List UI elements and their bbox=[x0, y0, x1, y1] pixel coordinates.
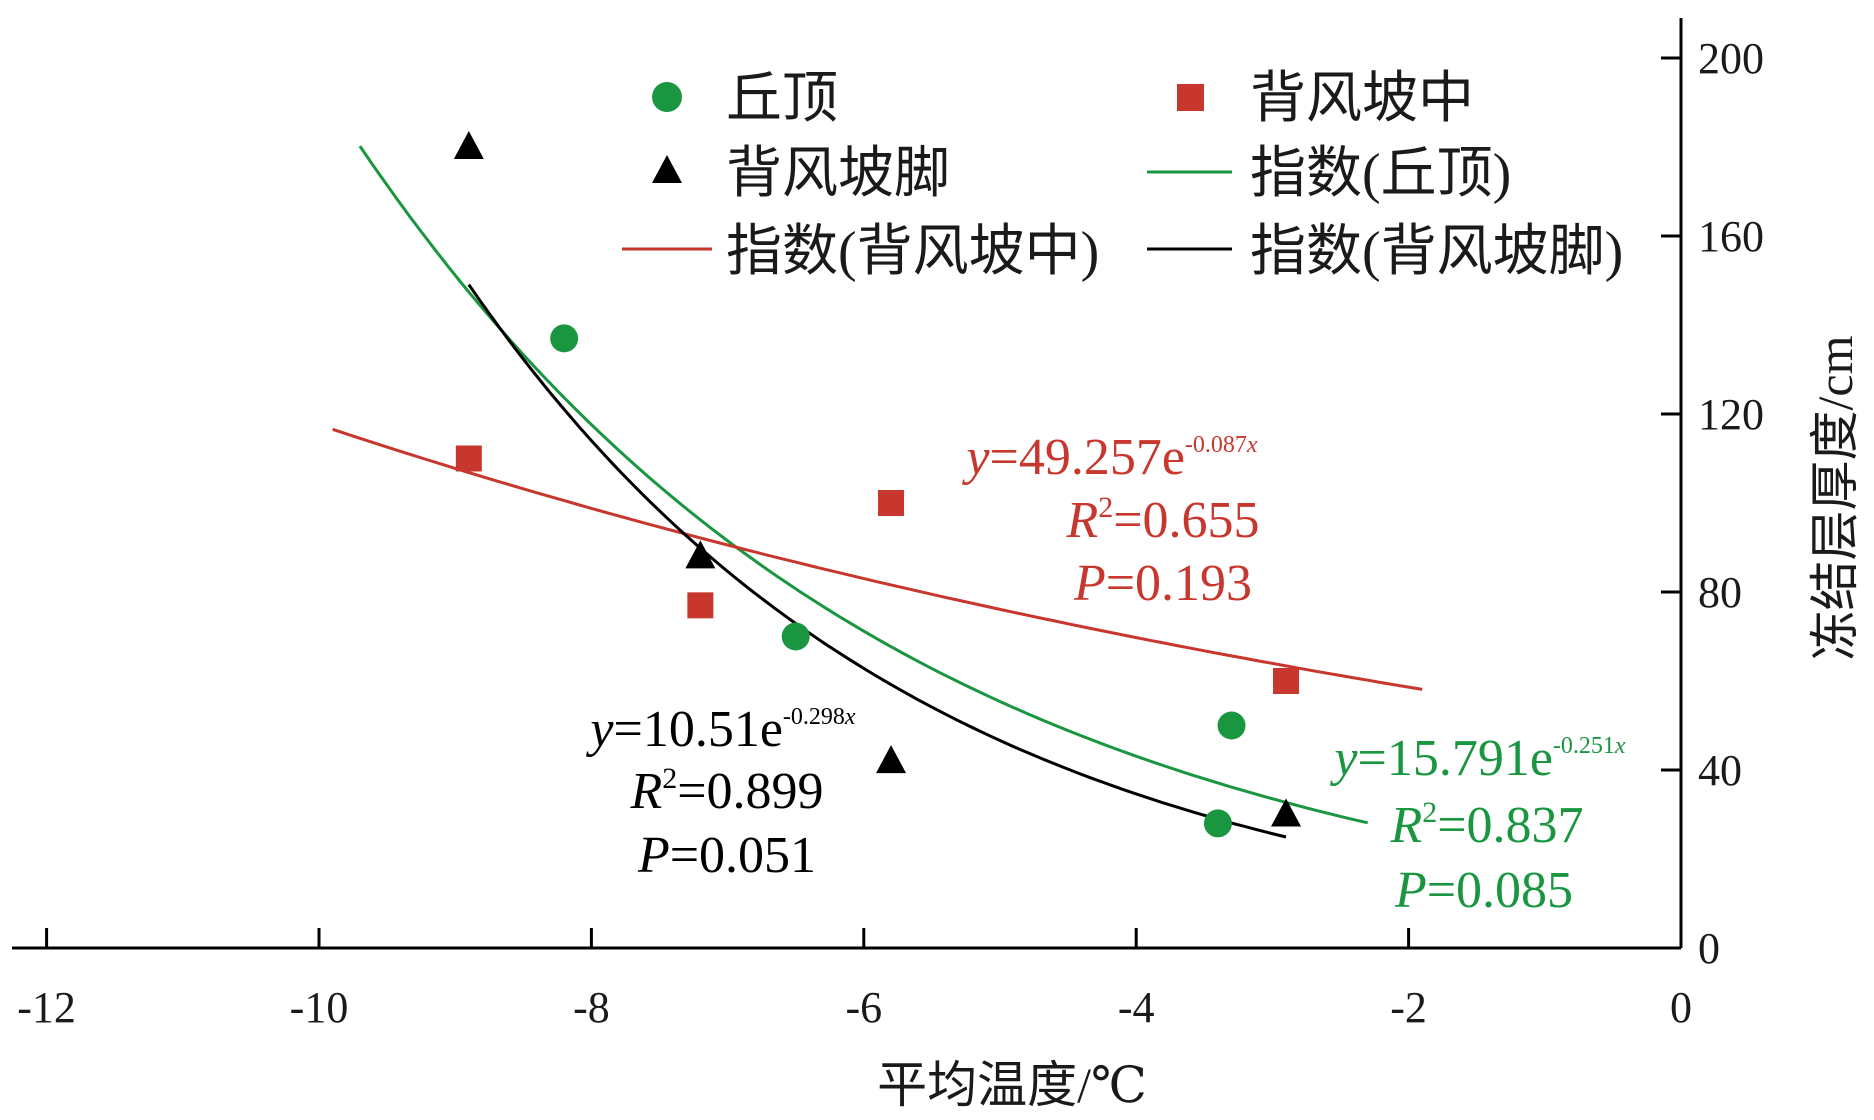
x-tick-label: -4 bbox=[1118, 983, 1155, 1032]
axes: -12 -10 -8 -6 -4 -2 0 0 40 80 120 160 200 bbox=[12, 18, 1764, 1032]
x-tick-label: -6 bbox=[845, 983, 882, 1032]
point-leeward-foot bbox=[1271, 798, 1302, 827]
trendline-leeward-foot bbox=[467, 283, 1287, 839]
legend-label-trend-leeward-mid: 指数(背风坡中) bbox=[726, 221, 1099, 283]
x-ticks: -12 -10 -8 -6 -4 -2 0 bbox=[17, 928, 1692, 1032]
point-hilltop bbox=[550, 324, 579, 353]
y-tick-label: 120 bbox=[1698, 390, 1764, 439]
legend-symbol-hilltop bbox=[652, 82, 682, 112]
x-tick-label: -10 bbox=[290, 983, 349, 1032]
legend-label-hilltop: 丘顶 bbox=[726, 68, 838, 130]
legend-label-trend-hilltop: 指数(丘顶) bbox=[1250, 143, 1511, 205]
annotation-leeward-mid: y=49.257e-0.087x R2=0.655 P=0.193 bbox=[961, 429, 1259, 612]
equation-hilltop: y=15.791e-0.251x bbox=[1329, 730, 1626, 787]
legend-label-leeward-foot: 背风坡脚 bbox=[726, 143, 950, 205]
point-hilltop bbox=[781, 622, 810, 651]
legend: 丘顶 背风坡中 背风坡脚 指数(丘顶) 指数(背风坡中) 指数(背风坡脚) bbox=[622, 68, 1623, 283]
r2-leeward-foot: R2=0.899 bbox=[629, 762, 823, 820]
point-hilltop bbox=[1203, 809, 1232, 838]
r2-leeward-mid: R2=0.655 bbox=[1065, 491, 1259, 549]
legend-symbol-leeward-foot bbox=[652, 155, 682, 183]
annotation-hilltop: y=15.791e-0.251x R2=0.837 P=0.085 bbox=[1329, 730, 1626, 919]
y-tick-label: 200 bbox=[1698, 34, 1764, 83]
point-leeward-mid bbox=[455, 445, 482, 472]
legend-label-leeward-mid: 背风坡中 bbox=[1250, 68, 1474, 130]
scatter-points bbox=[453, 131, 1302, 838]
point-leeward-mid bbox=[687, 592, 714, 619]
point-leeward-foot bbox=[453, 131, 484, 159]
x-axis-title: 平均温度/℃ bbox=[877, 1057, 1147, 1113]
x-tick-label: -12 bbox=[17, 983, 76, 1032]
point-leeward-mid bbox=[1273, 668, 1300, 694]
trendline-leeward-mid bbox=[332, 427, 1423, 691]
point-hilltop bbox=[1217, 711, 1246, 740]
x-tick-label: -2 bbox=[1390, 983, 1427, 1032]
y-ticks: 0 40 80 120 160 200 bbox=[1661, 34, 1764, 973]
legend-symbol-leeward-mid bbox=[1177, 84, 1204, 111]
equation-leeward-mid: y=49.257e-0.087x bbox=[961, 429, 1258, 486]
y-tick-label: 160 bbox=[1698, 212, 1764, 261]
x-tick-label: 0 bbox=[1670, 983, 1692, 1032]
p-leeward-mid: P=0.193 bbox=[1073, 555, 1252, 612]
annotation-leeward-foot: y=10.51e-0.298x R2=0.899 P=0.051 bbox=[585, 701, 856, 884]
trendline-hilltop bbox=[358, 145, 1369, 825]
regression-annotations: y=49.257e-0.087x R2=0.655 P=0.193 y=10.5… bbox=[585, 429, 1626, 919]
equation-leeward-foot: y=10.51e-0.298x bbox=[585, 701, 856, 758]
point-leeward-foot bbox=[876, 745, 907, 774]
y-tick-label: 40 bbox=[1698, 746, 1742, 795]
trendlines bbox=[332, 145, 1423, 839]
p-hilltop: P=0.085 bbox=[1394, 862, 1573, 919]
y-tick-label: 0 bbox=[1698, 924, 1720, 973]
legend-label-trend-leeward-foot: 指数(背风坡脚) bbox=[1250, 221, 1623, 283]
y-tick-label: 80 bbox=[1698, 568, 1742, 617]
r2-hilltop: R2=0.837 bbox=[1389, 796, 1583, 854]
point-leeward-mid bbox=[878, 490, 905, 516]
point-leeward-foot bbox=[685, 540, 716, 569]
x-tick-label: -8 bbox=[573, 983, 610, 1032]
p-leeward-foot: P=0.051 bbox=[637, 827, 816, 884]
y-axis-title: 冻结层厚度/cm bbox=[1807, 335, 1863, 660]
